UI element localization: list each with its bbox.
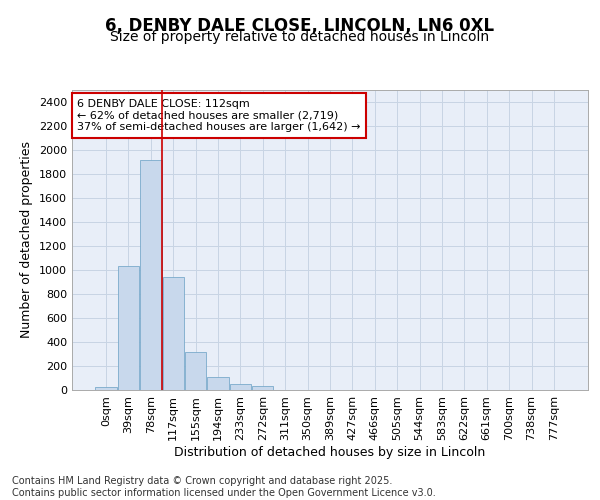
Text: Contains HM Land Registry data © Crown copyright and database right 2025.
Contai: Contains HM Land Registry data © Crown c… (12, 476, 436, 498)
Bar (185, 352, 206, 390)
Text: 6, DENBY DALE CLOSE, LINCOLN, LN6 0XL: 6, DENBY DALE CLOSE, LINCOLN, LN6 0XL (106, 18, 494, 36)
Bar (140, 160, 161, 390)
Y-axis label: Number of detached properties: Number of detached properties (20, 142, 34, 338)
Bar (252, 386, 274, 390)
Bar (95, 387, 117, 390)
X-axis label: Distribution of detached houses by size in Lincoln: Distribution of detached houses by size … (175, 446, 485, 458)
Bar (208, 378, 229, 390)
Bar (230, 384, 251, 390)
Bar (163, 277, 184, 390)
Text: Size of property relative to detached houses in Lincoln: Size of property relative to detached ho… (110, 30, 490, 44)
Text: 6 DENBY DALE CLOSE: 112sqm
← 62% of detached houses are smaller (2,719)
37% of s: 6 DENBY DALE CLOSE: 112sqm ← 62% of deta… (77, 99, 361, 132)
Bar (118, 266, 139, 390)
